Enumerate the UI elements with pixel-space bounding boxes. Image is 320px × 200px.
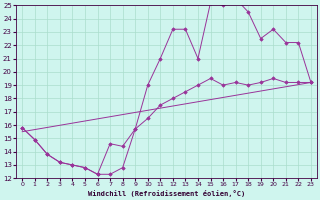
X-axis label: Windchill (Refroidissement éolien,°C): Windchill (Refroidissement éolien,°C) [88, 190, 245, 197]
